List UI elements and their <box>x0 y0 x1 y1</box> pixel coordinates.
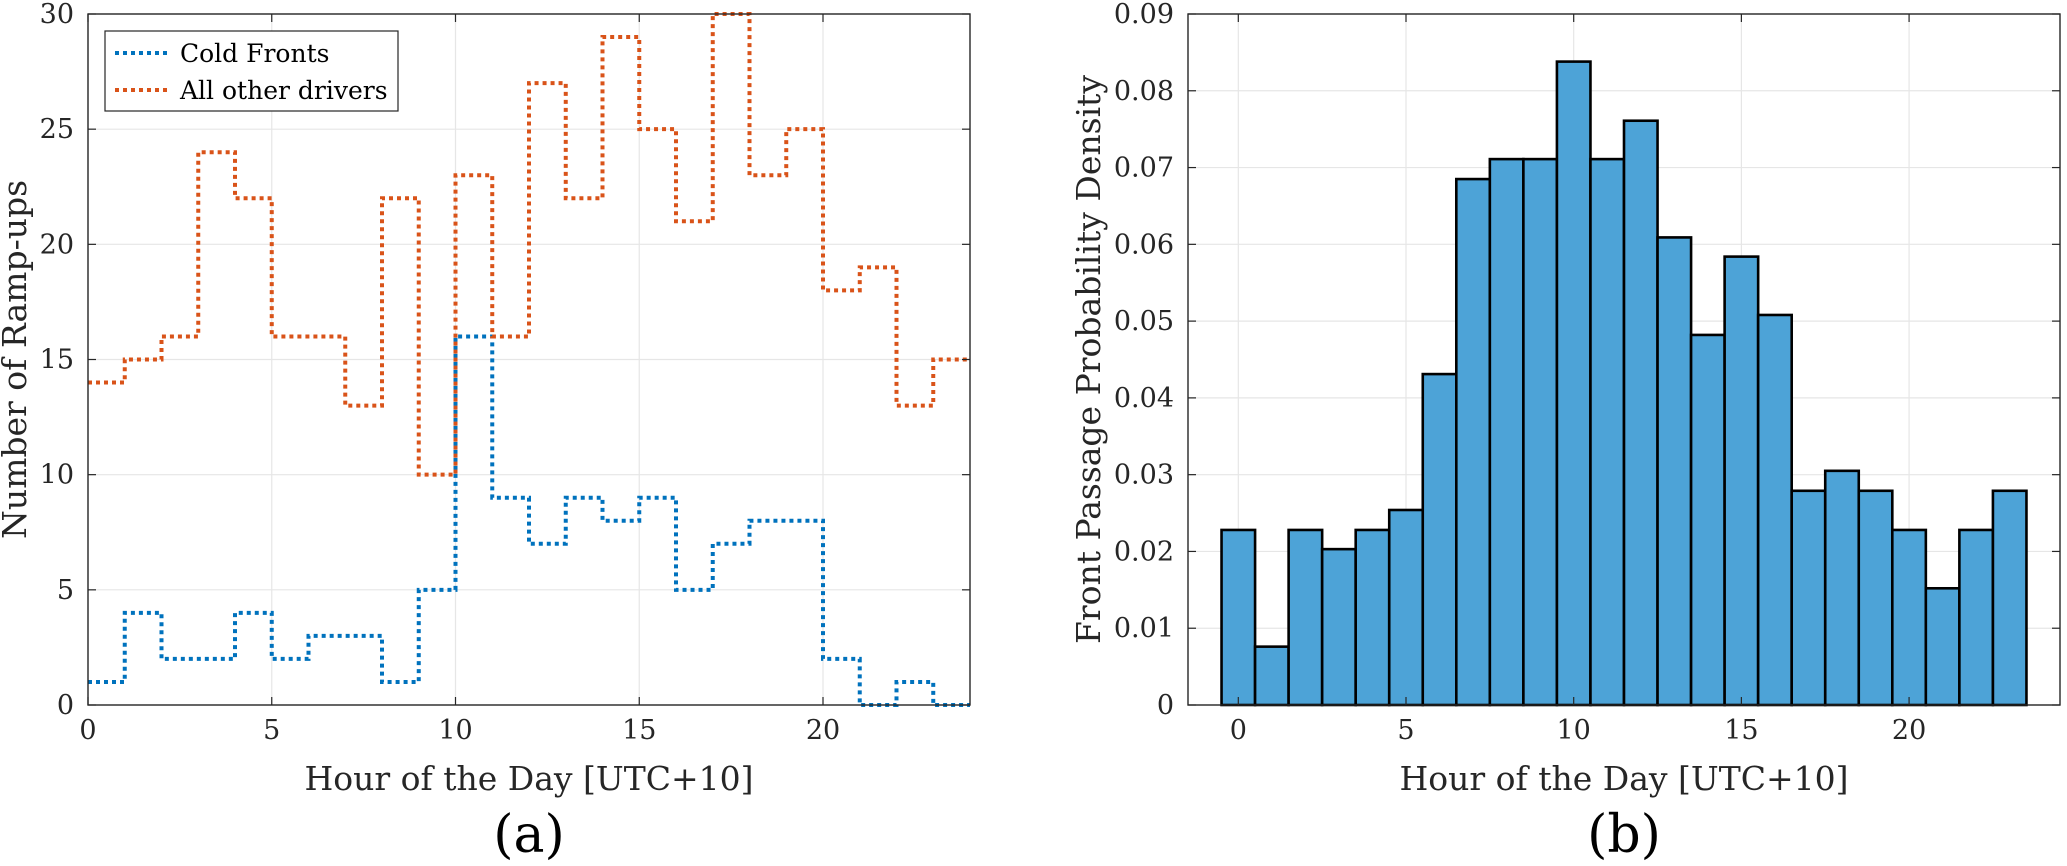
panel-a-x-axis-label: Hour of the Day [UTC+10] <box>305 759 754 798</box>
panel-b-y-tick-label-0: 0 <box>1157 690 1174 721</box>
panel-a-y-tick-label-25: 25 <box>40 114 74 145</box>
panel-b-y-axis-label: Front Passage Probability Density <box>1069 75 1108 644</box>
panel-b-y-tick-label-0-08: 0.08 <box>1114 76 1174 107</box>
panel-a-gridlines <box>87 13 970 706</box>
panel-a-y-tick-label-20: 20 <box>40 229 74 260</box>
legend-label-all-other-drivers: All other drivers <box>179 76 388 105</box>
histogram-bar-hour-4 <box>1354 528 1391 707</box>
panel-b-label: (b) <box>1587 805 1661 865</box>
histogram-bar-hour-14 <box>1689 333 1726 707</box>
panel-a-label: (a) <box>493 805 565 865</box>
panel-b-y-tick-label-0-05: 0.05 <box>1114 306 1174 337</box>
histogram-bar-hour-1 <box>1253 645 1290 707</box>
panel-a-y-tick-label-30: 30 <box>40 0 74 30</box>
panel-b-x-tick-label-20: 20 <box>1892 715 1926 746</box>
panel-b-histogram-chart: 0 5 10 15 20 0 0.01 0.02 0.03 0.04 0.05 0.06 0.07 0.0… <box>1069 0 2061 865</box>
panel-b-ticks: 0 5 10 15 20 0 0.01 0.02 0.03 0.04 0.05 0.06 0.07 0.0… <box>1114 0 2060 746</box>
panel-a-y-tick-label-15: 15 <box>40 345 74 376</box>
panel-b-y-tick-label-0-07: 0.07 <box>1114 153 1174 184</box>
histogram-bar-hour-7 <box>1455 177 1492 707</box>
legend-label-cold-fronts: Cold Fronts <box>180 39 329 68</box>
histogram-bar-hour-23 <box>1991 489 2028 707</box>
panel-a-legend: Cold Fronts All other drivers <box>104 30 399 112</box>
panel-b-x-tick-label-0: 0 <box>1230 715 1247 746</box>
panel-b-y-tick-label-0-01: 0.01 <box>1114 613 1174 644</box>
histogram-bar-hour-12 <box>1622 119 1659 707</box>
histogram-bar-hour-19 <box>1857 489 1894 707</box>
histogram-bar-hour-2 <box>1287 528 1324 707</box>
histogram-bar-hour-13 <box>1656 236 1693 707</box>
panel-b-x-tick-label-15: 15 <box>1724 715 1758 746</box>
panel-a-x-tick-label-5: 5 <box>263 715 280 746</box>
series-line-all-other-drivers <box>88 12 970 477</box>
panel-a-series <box>88 12 970 707</box>
panel-a-ramp-ups-chart: 0 5 10 15 20 0 5 10 15 20 25 30 Cold Fronts All oth… <box>0 0 971 865</box>
histogram-bar-hour-0 <box>1220 528 1257 707</box>
panel-a-x-tick-label-0: 0 <box>79 715 96 746</box>
histogram-bar-hour-22 <box>1958 528 1995 707</box>
histogram-bar-hour-17 <box>1790 489 1827 707</box>
panel-a-y-tick-label-10: 10 <box>40 460 74 491</box>
histogram-bar-hour-6 <box>1421 372 1458 707</box>
panel-b-x-axis-label: Hour of the Day [UTC+10] <box>1400 759 1849 798</box>
panel-b-bars <box>1220 60 2028 707</box>
panel-b-x-tick-label-10: 10 <box>1557 715 1591 746</box>
histogram-bar-hour-3 <box>1320 547 1357 707</box>
panel-a-ticks: 0 5 10 15 20 0 5 10 15 20 25 30 <box>40 0 970 746</box>
panel-a-y-axis-label: Number of Ramp-ups <box>0 180 34 539</box>
panel-a-y-tick-label-5: 5 <box>57 575 74 606</box>
panel-b-y-tick-label-0-09: 0.09 <box>1114 0 1174 30</box>
panel-b-y-tick-label-0-06: 0.06 <box>1114 229 1174 260</box>
histogram-bar-hour-20 <box>1891 528 1928 707</box>
panel-b-y-tick-label-0-02: 0.02 <box>1114 536 1174 567</box>
panel-a-x-tick-label-10: 10 <box>438 715 472 746</box>
panel-b-x-tick-label-5: 5 <box>1397 715 1414 746</box>
histogram-bar-hour-18 <box>1823 469 1861 707</box>
panel-b-y-tick-label-0-04: 0.04 <box>1114 383 1174 414</box>
panel-a-y-tick-label-0: 0 <box>57 690 74 721</box>
series-line-cold-fronts <box>88 334 970 707</box>
panel-b-y-tick-label-0-03: 0.03 <box>1114 460 1174 491</box>
histogram-bar-hour-8 <box>1488 157 1525 707</box>
panel-a-x-tick-label-15: 15 <box>622 715 656 746</box>
histogram-bar-hour-15 <box>1723 255 1760 707</box>
histogram-bar-hour-11 <box>1589 157 1626 707</box>
panel-b-axes-box <box>1187 13 2061 706</box>
legend-box <box>104 30 399 112</box>
panel-a-x-tick-label-20: 20 <box>806 715 840 746</box>
histogram-bar-hour-10 <box>1555 60 1592 707</box>
histogram-bar-hour-9 <box>1522 157 1559 707</box>
histogram-bar-hour-16 <box>1756 313 1793 707</box>
histogram-bar-hour-21 <box>1924 586 1961 707</box>
histogram-bar-hour-5 <box>1387 508 1425 707</box>
